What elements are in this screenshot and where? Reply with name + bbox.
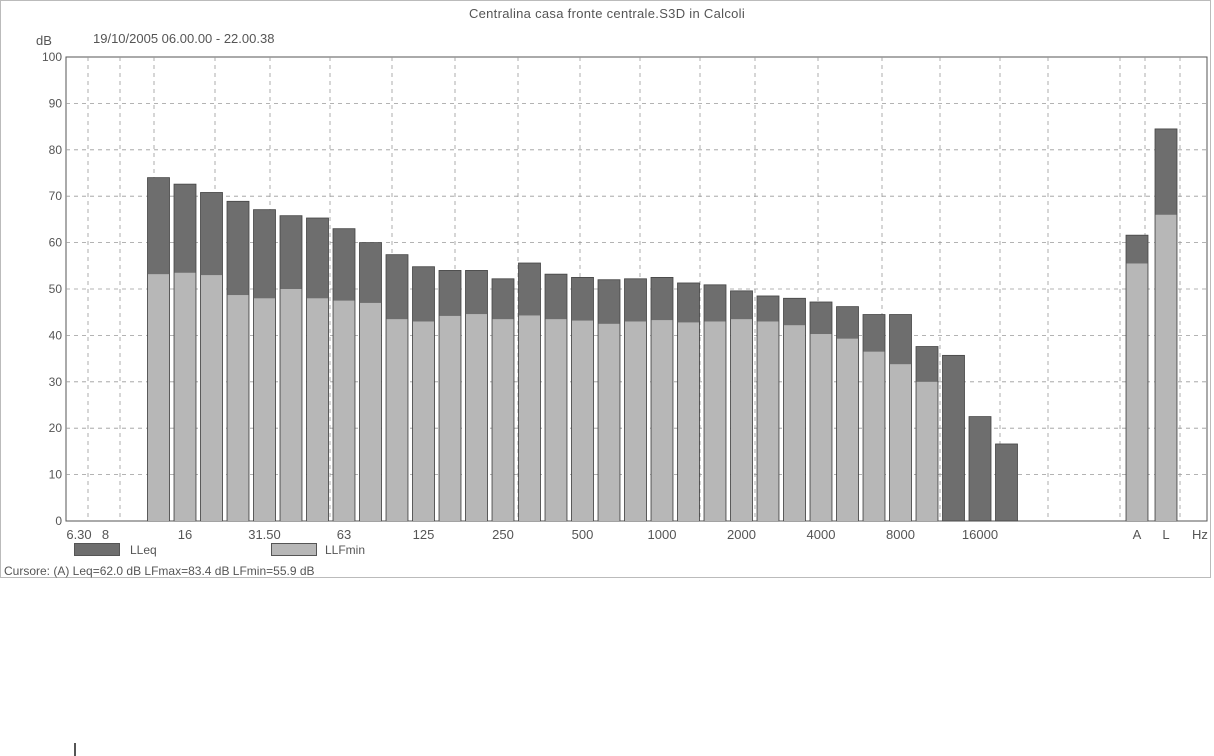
x-tick-label: 8000: [886, 527, 915, 542]
y-axis-label: dB: [36, 33, 52, 48]
legend-swatch-lleq: [74, 743, 76, 756]
bar-llfmin: [1126, 263, 1148, 521]
bar-llfmin: [148, 274, 169, 521]
bar-llfmin: [704, 321, 726, 521]
x-tick-label: 6.30: [66, 527, 91, 542]
bar-llfmin: [280, 289, 302, 521]
bar-llfmin: [307, 298, 328, 521]
bar-llfmin: [254, 298, 275, 521]
bar-llfmin: [466, 314, 487, 521]
legend-label-lleq: LLeq: [130, 543, 157, 557]
x-tick-label: 500: [572, 527, 594, 542]
x-tick-label: 250: [492, 527, 514, 542]
x-tick-label: 125: [413, 527, 435, 542]
y-tick-label: 20: [49, 421, 63, 435]
bar-llfmin: [757, 321, 779, 521]
measurement-period: 19/10/2005 06.00.00 - 22.00.38: [93, 31, 275, 46]
x-tick-label: 8: [102, 527, 109, 542]
bar-llfmin: [890, 364, 911, 521]
y-tick-label: 40: [49, 328, 63, 342]
bar-llfmin: [201, 275, 222, 521]
bar-llfmin: [731, 319, 752, 521]
bar-llfmin: [360, 302, 381, 521]
x-tick-label: 1000: [648, 527, 677, 542]
y-tick-label: 70: [49, 189, 63, 203]
x-tick-label: 16000: [962, 527, 998, 542]
bar-llfmin: [1155, 214, 1177, 521]
y-tick-label: 100: [42, 50, 62, 64]
bar-llfmin: [227, 295, 249, 521]
legend-swatch-lleq: [74, 543, 120, 556]
bar-llfmin: [439, 315, 461, 521]
x-axis-label: Hz: [1192, 527, 1208, 542]
bar-llfmin: [492, 319, 514, 521]
x-tick-label: 4000: [807, 527, 836, 542]
bar-llfmin: [174, 272, 196, 521]
cursor-readout: Cursore: (A) Leq=62.0 dB LFmax=83.4 dB L…: [4, 564, 315, 578]
x-tick-label: 63: [337, 527, 351, 542]
bar-llfmin: [625, 321, 646, 521]
chart-frame: [0, 0, 1211, 578]
bar-lleq: [968, 416, 992, 522]
bar-llfmin: [519, 315, 540, 521]
bar-llfmin: [572, 320, 593, 521]
x-tick-label: A: [1133, 527, 1142, 542]
y-tick-label: 50: [49, 282, 63, 296]
bar-llfmin: [413, 321, 434, 521]
y-tick-label: 30: [49, 375, 63, 389]
y-tick-label: 60: [49, 236, 63, 250]
x-tick-label: 31.50: [248, 527, 281, 542]
bar-llfmin: [333, 300, 355, 521]
bar-llfmin: [784, 325, 805, 521]
y-tick-label: 90: [49, 96, 63, 110]
bar-llfmin: [651, 320, 673, 521]
x-tick-label: L: [1162, 527, 1169, 542]
bar-lleq: [995, 443, 1018, 522]
bar-llfmin: [545, 319, 567, 521]
y-tick-label: 10: [49, 468, 63, 482]
chart-title: Centralina casa fronte centrale.S3D in C…: [468, 6, 746, 21]
bar-llfmin: [386, 319, 408, 521]
bar-llfmin: [678, 322, 699, 521]
bar-llfmin: [916, 381, 938, 521]
legend-swatch-llfmin: [271, 543, 317, 556]
spectrum-chart: 0 10 20 30 40 50 60 70 80 90 100 6.30 8 16 31.50 63 125 2…: [42, 50, 1208, 542]
bar-llfmin: [837, 338, 858, 521]
bar-lleq: [942, 354, 965, 522]
x-tick-label: 16: [178, 527, 192, 542]
legend-label-llfmin: LLFmin: [325, 543, 366, 557]
bar-llfmin: [598, 323, 620, 521]
x-tick-label: 2000: [727, 527, 756, 542]
y-tick-label: 80: [49, 143, 63, 157]
y-tick-label: 0: [55, 514, 62, 528]
bar-llfmin: [863, 351, 885, 521]
bar-llfmin: [810, 334, 832, 521]
